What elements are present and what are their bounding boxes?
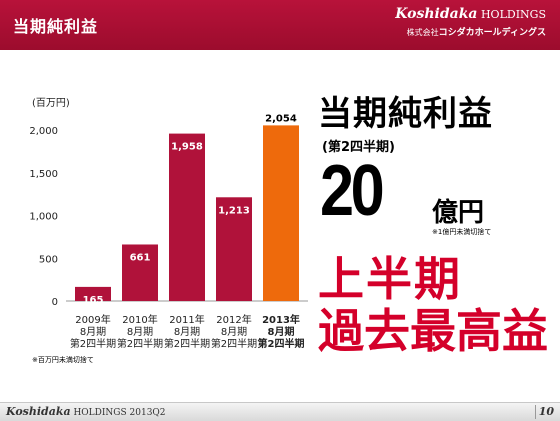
tagline-record-profit: 過去最高益	[318, 304, 548, 358]
brand-jp-name: コシダカホールディングス	[438, 28, 546, 38]
company-logo: Koshidaka HOLDINGS 株式会社コシダカホールディングス	[395, 6, 546, 38]
x-tick-label: 8月期	[174, 326, 200, 338]
bar-value-label: 2,054	[265, 113, 297, 124]
bar-value-label: 1,958	[171, 142, 203, 153]
y-axis-label: (百万円)	[32, 97, 70, 109]
x-tick-label: 2010年	[122, 313, 157, 326]
bar	[263, 125, 299, 302]
y-tick-label: 500	[39, 254, 58, 265]
bar	[75, 286, 111, 301]
bar	[122, 244, 158, 301]
y-tick-label: 0	[52, 297, 58, 308]
slide-header: 当期純利益 Koshidaka HOLDINGS 株式会社コシダカホールディング…	[0, 0, 560, 50]
x-tick-label: 第2四半期	[117, 337, 163, 350]
headline-value: 20	[320, 151, 385, 231]
footer-divider	[535, 405, 536, 419]
x-tick-label: 第2四半期	[70, 337, 116, 350]
headline-title: 当期純利益	[318, 94, 493, 134]
bar-value-label: 1,213	[218, 205, 250, 216]
y-tick-label: 1,500	[29, 169, 58, 180]
chart-footnote: ※百万円未満切捨て	[32, 356, 94, 364]
page-number: 10	[538, 405, 554, 418]
y-tick-label: 2,000	[29, 126, 58, 137]
x-tick-label: 第2四半期	[211, 337, 257, 350]
brand-jp-prefix: 株式会社	[406, 28, 439, 37]
bar-value-label: 661	[130, 252, 151, 263]
bar	[216, 197, 252, 301]
x-tick-label: 2009年	[75, 313, 110, 326]
x-tick-label: 2013年	[262, 313, 300, 326]
x-tick-label: 第2四半期	[258, 337, 305, 350]
headline-unit: 億円	[432, 198, 485, 228]
x-tick-label: 8月期	[80, 326, 106, 338]
slide-footer: Koshidaka HOLDINGS 2013Q2 10	[0, 402, 560, 421]
header-title: 当期純利益	[13, 17, 99, 36]
tagline-half-year: 上半期	[318, 252, 462, 306]
x-tick-label: 8月期	[268, 325, 295, 338]
headline-note: ※1億円未満切捨て	[432, 228, 492, 236]
x-tick-label: 第2四半期	[164, 337, 210, 350]
x-tick-label: 2012年	[216, 313, 251, 326]
bar-value-label: 165	[83, 295, 104, 306]
brand-name-rest: HOLDINGS	[477, 8, 546, 21]
x-tick-label: 8月期	[127, 326, 153, 338]
x-tick-label: 2011年	[169, 313, 204, 326]
footer-brand-rest: HOLDINGS 2013Q2	[70, 408, 166, 418]
x-tick-label: 8月期	[221, 326, 247, 338]
brand-name-italic: Koshidaka	[395, 6, 478, 22]
footer-brand-italic: Koshidaka	[6, 405, 71, 418]
bar	[169, 133, 205, 301]
headline-subtitle: (第2四半期)	[322, 140, 395, 155]
y-tick-label: 1,000	[29, 212, 58, 223]
